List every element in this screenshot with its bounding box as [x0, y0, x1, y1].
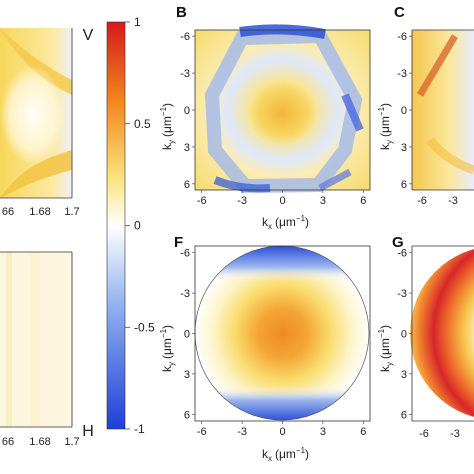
- panel-b-ytick-label: 3: [184, 142, 190, 154]
- panel-g-ytick-label: -3: [397, 288, 407, 300]
- panel-f-map: [194, 245, 371, 422]
- colorbar-tick-label: -1: [134, 422, 145, 436]
- left-top-panel: [0, 28, 73, 199]
- colorbar-tick-label: -0.5: [134, 320, 155, 334]
- panel-b-y-ticks: -6 -3 0 3 6: [180, 31, 195, 191]
- panel-g-xtick-1: -6: [419, 428, 429, 440]
- panel-c-xtick-1: -6: [417, 195, 427, 207]
- panel-b-ytick-label: 6: [184, 179, 190, 191]
- panel-g-ytick-label: 3: [401, 369, 407, 381]
- panel-b-xlabel: kx (μm−1): [262, 214, 309, 231]
- panel-f-xtick-label: 3: [320, 426, 326, 438]
- panel-b-xtick-label: 6: [360, 195, 366, 207]
- panel-f-xtick-label: 6: [360, 426, 366, 438]
- panel-g: G -6 -3 0 3 6 -6 -3 ky(μm−1): [377, 234, 474, 440]
- colorbar-gradient: [106, 21, 126, 430]
- colorbar-tick-label: 0.5: [134, 117, 151, 131]
- panel-b-xtick-label: -6: [197, 195, 207, 207]
- panel-b-ytick-label: -3: [180, 68, 190, 80]
- panel-g-y-ticks: -6 -3 0 3 6: [397, 248, 412, 421]
- panel-b-x-ticks: -6 -3 0 3 6: [197, 190, 366, 207]
- colorbar-top-label: V: [83, 27, 94, 44]
- left-top-x-ticks: 66 1.68 1.7: [2, 206, 80, 218]
- panel-c-map: [411, 29, 474, 191]
- panel-g-ytick-label: -6: [397, 248, 407, 260]
- left-bottom-xtick-1: 66: [2, 436, 14, 448]
- panel-g-ytick-label: 6: [401, 409, 407, 421]
- panel-b-ytick-label: 0: [184, 105, 190, 117]
- panel-c-ytick-label: -6: [397, 31, 407, 43]
- panel-c-ytick-label: 3: [401, 142, 407, 154]
- left-bottom-xtick-3: 1.7: [64, 436, 79, 448]
- panel-b-xtick-label: -3: [237, 195, 247, 207]
- panel-f-ytick-label: -3: [180, 288, 190, 300]
- panel-c-y-ticks: -6 -3 0 3 6: [397, 31, 412, 191]
- panel-b-ytick-label: -6: [180, 31, 190, 43]
- panel-c-xtick-2: -3: [448, 195, 458, 207]
- panel-c-ylabel: ky(μm−1): [377, 103, 394, 150]
- panel-f-xtick-label: -3: [237, 426, 247, 438]
- panel-f-xtick-label: -6: [197, 426, 207, 438]
- panel-f-ylabel: ky(μm−1): [159, 325, 176, 372]
- panel-f-x-ticks: -6 -3 0 3 6: [197, 421, 366, 438]
- panel-b-ylabel: ky(μm−1): [159, 103, 176, 150]
- panel-f-ytick-label: 0: [184, 329, 190, 341]
- panel-b-xtick-label: 0: [279, 195, 285, 207]
- panel-g-map: [410, 245, 474, 422]
- colorbar: V H 1 0.5 0 -0.5 -1: [82, 15, 155, 440]
- colorbar-ticks: 1 0.5 0 -0.5 -1: [125, 15, 155, 436]
- panel-f-xlabel: kx (μm−1): [262, 446, 309, 463]
- colorbar-bottom-label: H: [82, 423, 94, 440]
- panel-b-label: B: [176, 4, 187, 21]
- left-top-xtick-1: 66: [2, 206, 14, 218]
- panel-b-xtick-label: 3: [320, 195, 326, 207]
- panel-f-y-ticks: -6 -3 0 3 6: [180, 248, 195, 421]
- panel-f: F -6 -3 0 3 6 -6 -3 0 3 6 kx (μm−1) ky(μm−1): [159, 234, 371, 463]
- panel-c-ytick-label: 0: [401, 105, 407, 117]
- panel-b: B -6 -3 0 3 6 -6 -3 0 3 6 kx (μm−1) ky(μm−1): [159, 4, 371, 231]
- left-bottom-panel: [0, 251, 73, 428]
- panel-g-ytick-label: 0: [401, 329, 407, 341]
- panel-g-label: G: [392, 234, 404, 251]
- panel-f-xtick-label: 0: [279, 426, 285, 438]
- colorbar-tick-label: 1: [134, 15, 141, 29]
- panel-b-map: [194, 24, 371, 194]
- panel-c-label: C: [394, 4, 405, 21]
- left-top-xtick-3: 1.7: [64, 206, 79, 218]
- panel-f-ytick-label: 6: [184, 409, 190, 421]
- panel-f-ytick-label: -6: [180, 248, 190, 260]
- left-bottom-x-ticks: 66 1.68 1.7: [2, 436, 80, 448]
- left-bottom-xtick-2: 1.68: [29, 436, 50, 448]
- panel-g-xtick-2: -3: [450, 428, 460, 440]
- panel-c: C -6 -3 0 3 6 -6 -3 ky(μm−1): [377, 4, 474, 207]
- colorbar-tick-label: 0: [134, 219, 141, 233]
- panel-f-label: F: [174, 234, 183, 251]
- left-top-xtick-2: 1.68: [29, 206, 50, 218]
- panel-g-ylabel: ky(μm−1): [377, 325, 394, 372]
- panel-c-ytick-label: 6: [401, 179, 407, 191]
- panel-c-ytick-label: -3: [397, 68, 407, 80]
- panel-f-ytick-label: 3: [184, 369, 190, 381]
